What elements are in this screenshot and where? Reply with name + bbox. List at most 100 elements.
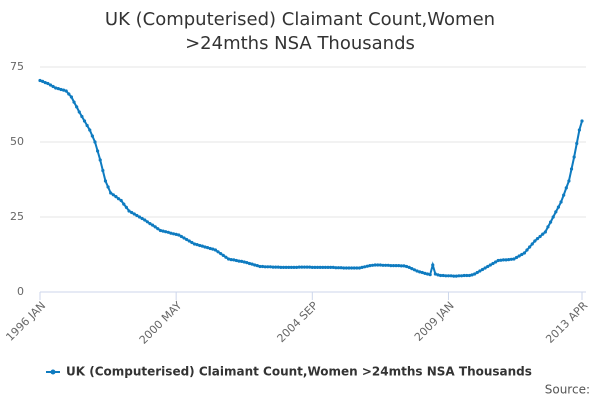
point bbox=[300, 265, 304, 269]
point bbox=[38, 78, 42, 83]
point bbox=[279, 265, 283, 269]
point bbox=[153, 225, 157, 229]
point bbox=[46, 81, 50, 86]
point bbox=[381, 263, 385, 267]
point bbox=[339, 266, 343, 270]
point bbox=[219, 252, 223, 256]
point bbox=[111, 193, 115, 197]
point bbox=[577, 128, 581, 132]
point bbox=[258, 264, 262, 269]
legend-symbol bbox=[50, 369, 56, 375]
point bbox=[548, 220, 553, 224]
point bbox=[292, 265, 296, 269]
point bbox=[334, 266, 338, 270]
point bbox=[564, 186, 568, 190]
point bbox=[491, 261, 495, 266]
point bbox=[268, 265, 273, 269]
point bbox=[308, 265, 312, 269]
point bbox=[538, 234, 542, 239]
point bbox=[441, 273, 445, 278]
point bbox=[488, 263, 492, 267]
point bbox=[363, 265, 367, 269]
point bbox=[546, 225, 550, 229]
point bbox=[480, 267, 485, 272]
point bbox=[428, 273, 432, 277]
point bbox=[237, 259, 241, 263]
point bbox=[198, 243, 202, 248]
point bbox=[493, 260, 498, 264]
point bbox=[533, 239, 537, 243]
point bbox=[562, 193, 566, 197]
y-tick-label: 25 bbox=[10, 210, 24, 223]
point bbox=[389, 264, 393, 268]
point bbox=[242, 260, 246, 264]
point bbox=[355, 266, 359, 270]
point bbox=[404, 264, 409, 269]
point bbox=[384, 263, 388, 267]
point bbox=[274, 265, 278, 269]
point bbox=[572, 155, 576, 159]
point bbox=[171, 232, 176, 236]
point bbox=[203, 245, 207, 249]
point bbox=[116, 197, 121, 201]
point bbox=[127, 209, 131, 213]
point bbox=[234, 258, 238, 263]
point bbox=[192, 242, 197, 246]
point bbox=[67, 92, 71, 96]
point bbox=[580, 119, 584, 123]
point bbox=[101, 168, 105, 173]
point bbox=[412, 268, 417, 272]
point bbox=[373, 263, 377, 267]
point bbox=[410, 267, 414, 271]
point bbox=[166, 230, 170, 234]
x-tick-label: 1996 JAN bbox=[3, 299, 48, 344]
point bbox=[137, 215, 142, 219]
point bbox=[158, 228, 163, 233]
point bbox=[48, 83, 53, 87]
point bbox=[103, 179, 108, 183]
x-tick-label: 2000 MAY bbox=[137, 299, 185, 347]
point bbox=[433, 272, 437, 276]
point bbox=[559, 200, 563, 204]
point bbox=[213, 248, 218, 252]
point bbox=[41, 79, 45, 83]
point bbox=[313, 265, 317, 269]
point bbox=[294, 265, 299, 269]
point bbox=[318, 265, 322, 269]
point bbox=[535, 237, 540, 241]
point bbox=[512, 257, 516, 261]
point bbox=[326, 265, 330, 269]
point bbox=[415, 269, 419, 273]
point bbox=[96, 149, 100, 153]
point bbox=[59, 87, 63, 92]
point bbox=[394, 264, 398, 268]
point bbox=[187, 239, 191, 243]
point bbox=[250, 262, 254, 266]
point bbox=[525, 248, 529, 252]
point bbox=[420, 270, 424, 275]
point bbox=[208, 246, 212, 251]
point bbox=[336, 266, 341, 270]
point bbox=[229, 258, 233, 262]
point bbox=[486, 264, 490, 269]
point bbox=[444, 274, 448, 278]
point bbox=[423, 271, 427, 275]
point bbox=[344, 266, 348, 270]
point bbox=[164, 230, 168, 234]
point bbox=[302, 265, 307, 269]
point bbox=[174, 232, 178, 236]
point bbox=[462, 273, 466, 278]
point bbox=[431, 263, 435, 267]
point bbox=[145, 220, 149, 224]
point bbox=[124, 205, 129, 209]
point bbox=[287, 265, 291, 269]
point bbox=[522, 251, 526, 255]
point bbox=[370, 263, 375, 267]
point bbox=[148, 222, 152, 226]
point bbox=[75, 105, 79, 109]
point bbox=[449, 274, 453, 278]
point bbox=[397, 264, 401, 268]
point bbox=[501, 258, 506, 262]
point bbox=[418, 270, 422, 274]
